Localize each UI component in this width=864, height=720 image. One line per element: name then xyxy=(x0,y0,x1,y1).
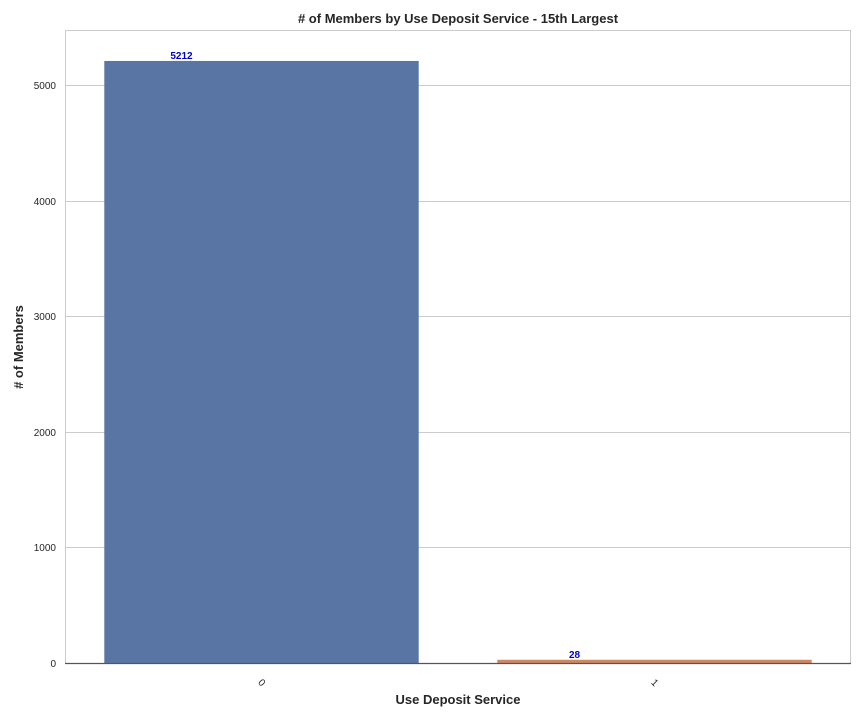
bar-1 xyxy=(497,659,812,663)
y-axis-label: # of Members xyxy=(11,305,26,389)
y-tick-label: 3000 xyxy=(34,312,57,323)
bars xyxy=(104,60,812,664)
x-axis-label: Use Deposit Service xyxy=(395,692,520,707)
x-tick-label-0: 0 xyxy=(255,677,267,689)
y-tick-label: 1000 xyxy=(34,543,57,554)
y-tick-label: 0 xyxy=(50,659,56,670)
y-tick-label: 4000 xyxy=(34,197,57,208)
y-tick-label: 5000 xyxy=(34,81,57,92)
bar-0 xyxy=(104,60,419,664)
y-ticks: 0 1000 2000 3000 4000 5000 xyxy=(34,81,57,670)
chart-title: # of Members by Use Deposit Service - 15… xyxy=(298,11,619,26)
data-label-1: 28 xyxy=(569,650,581,661)
y-tick-label: 2000 xyxy=(34,428,57,439)
data-label-0: 5212 xyxy=(170,51,193,62)
x-tick-label-1: 1 xyxy=(648,677,660,689)
data-labels: 5212 28 xyxy=(170,51,580,661)
